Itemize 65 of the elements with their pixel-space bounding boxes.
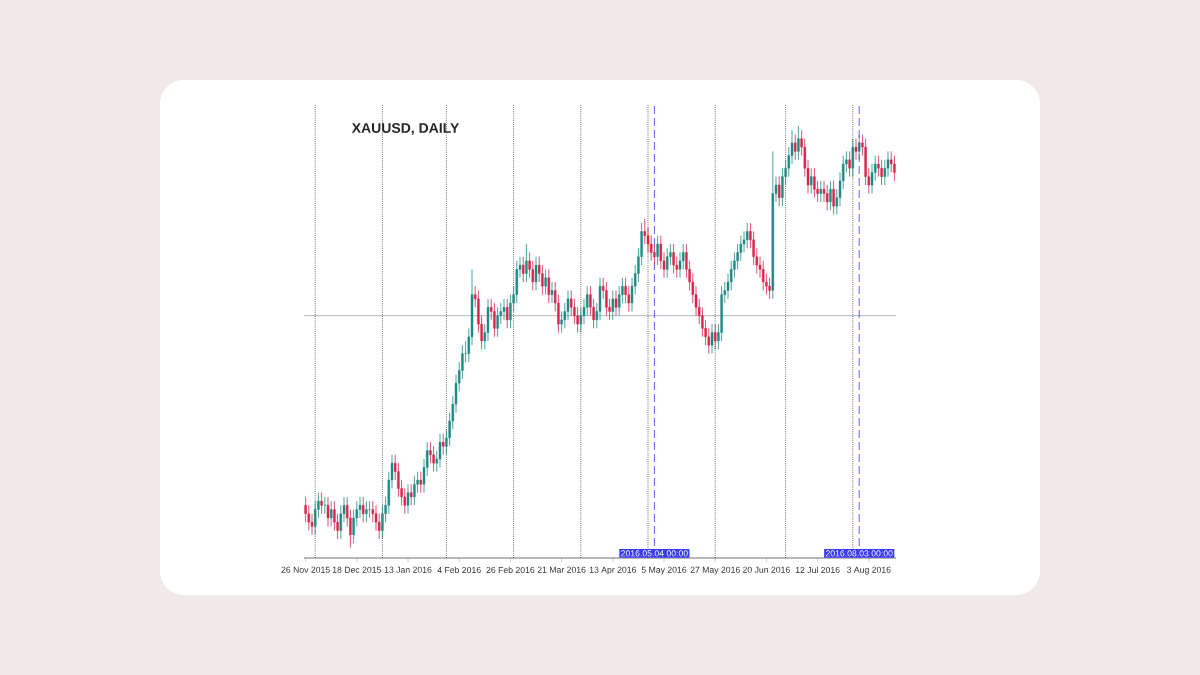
x-tick-label: 26 Feb 2016 [486,566,535,574]
candlestick [409,483,413,506]
candlestick [496,306,499,338]
candlestick [605,281,608,317]
candlestick [368,500,371,519]
candlestick [544,268,547,296]
candlestick [525,243,528,283]
candlestick [745,222,749,249]
candlestick [672,243,675,274]
candlestick [323,496,327,515]
candlestick [505,298,509,329]
x-tick-label: 27 May 2016 [690,566,740,575]
candlestick [880,159,883,186]
candlestick [793,134,797,161]
candlestick [493,302,496,338]
x-tick-label: 4 Feb 2016 [437,566,481,574]
candlestick [777,176,781,207]
x-tick-label: 20 Jun 2016 [742,566,790,573]
candlestick [326,496,330,527]
candlestick [502,298,506,321]
candlestick [550,281,554,304]
candlestick [857,134,861,161]
x-tick-label: 13 Jan 2016 [384,566,432,573]
candlestick [365,500,368,523]
candlestick [813,167,816,199]
candlestick [809,167,813,194]
candlestick [614,290,618,317]
x-tick-label: 5 May 2016 [641,566,687,575]
candlestick [438,433,442,468]
candlestick [761,260,765,291]
candlestick [832,180,835,215]
x-tick-label: 13 Apr 2016 [589,566,637,575]
candlestick [713,323,717,350]
candlestick [441,433,445,456]
candlestick [768,277,771,300]
candlestick [320,492,323,515]
chart-title: XAUUSD, DAILY [351,123,460,135]
candlestick [829,180,832,211]
candlestick [329,500,333,527]
candlestick [611,290,615,321]
candlestick [361,496,365,523]
candlestick [419,471,423,494]
candlestick [854,138,858,161]
candlestick [825,184,829,211]
x-tick-label: 26 Nov 2015 [281,566,330,573]
candlestick [851,138,855,178]
candlestick [893,155,896,182]
candlestick [406,483,410,515]
x-tick-label: 21 Mar 2016 [537,566,586,573]
candlestick [656,235,659,266]
x-tick-label: 12 Jul 2016 [795,566,840,574]
candlestick [665,247,669,279]
candlestick [413,475,416,506]
candlestick [797,125,800,161]
candlestick [819,180,823,203]
candlestick [547,268,551,304]
x-tick-label: 3 Aug 2016 [846,566,891,575]
candlestick [534,256,538,291]
candlestick [432,445,435,473]
x-tick-label: 18 Dec 2015 [332,566,381,573]
candlestick [710,323,714,355]
text: 2016.05.04 00:00 [621,550,688,557]
candlestick [848,150,851,178]
candlestick [521,256,525,283]
text: 2016.08.03 00:00 [825,550,893,557]
